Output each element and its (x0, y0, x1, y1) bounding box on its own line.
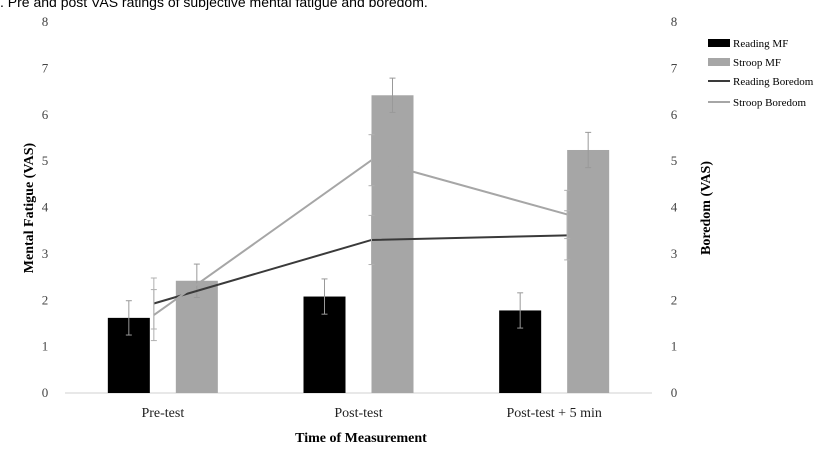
bar-stroop-mf (371, 95, 414, 394)
y-tick-label-right: 4 (671, 200, 678, 215)
legend-item-reading-mf: Reading MF (708, 38, 788, 50)
legend-label-stroop-mf: Stroop MF (733, 57, 781, 69)
x-tick-label: Post-test (334, 406, 382, 421)
legend-label-reading-mf: Reading MF (733, 38, 788, 50)
x-tick-label: Pre-test (141, 406, 184, 421)
legend-item-stroop-boredom: Stroop Boredom (708, 97, 806, 109)
y-tick-label-right: 0 (671, 385, 678, 400)
y-tick-label-left: 3 (42, 246, 49, 261)
y-tick-label-right: 1 (671, 339, 678, 354)
y-tick-label-left: 6 (42, 107, 49, 122)
legend-item-stroop-mf: Stroop MF (708, 57, 781, 69)
y-tick-label-right: 7 (671, 60, 678, 75)
plot-layer: 0 0 1 1 2 2 3 3 4 4 5 5 6 6 7 7 8 8 Pre-test Post-test Post-… (42, 14, 678, 421)
legend-label-reading-boredom: Reading Boredom (733, 76, 814, 88)
bar-stroop-mf (175, 280, 218, 393)
y-axis-title-right: Boredom (VAS) (699, 161, 714, 255)
y-tick-label-left: 8 (42, 14, 49, 29)
y-axis-title-left: Mental Fatigue (VAS) (22, 142, 37, 273)
y-tick-label-right: 5 (671, 153, 678, 168)
legend-swatch-stroop-mf (708, 58, 730, 66)
y-tick-label-right: 3 (671, 246, 678, 261)
y-tick-label-left: 2 (42, 292, 49, 307)
y-tick-label-right: 6 (671, 107, 678, 122)
y-tick-label-left: 7 (42, 60, 49, 75)
y-tick-label-left: 4 (42, 200, 49, 215)
legend-label-stroop-boredom: Stroop Boredom (733, 97, 806, 109)
y-tick-label-left: 5 (42, 153, 49, 168)
y-tick-label-right: 2 (671, 292, 678, 307)
x-tick-label: Post-test + 5 min (506, 406, 601, 421)
y-tick-label-left: 1 (42, 339, 49, 354)
y-tick-label-right: 8 (671, 14, 678, 29)
figure-caption: . Pre and post VAS ratings of subjective… (0, 0, 428, 10)
x-axis-title: Time of Measurement (295, 431, 427, 446)
legend: Reading MF Stroop MF Reading Boredom Str… (708, 38, 814, 109)
bar-stroop-mf (567, 149, 610, 393)
legend-item-reading-boredom: Reading Boredom (708, 76, 814, 88)
y-tick-label-left: 0 (42, 385, 49, 400)
axis-titles: Time of Measurement Mental Fatigue (VAS)… (22, 142, 714, 446)
legend-swatch-reading-mf (708, 39, 730, 47)
